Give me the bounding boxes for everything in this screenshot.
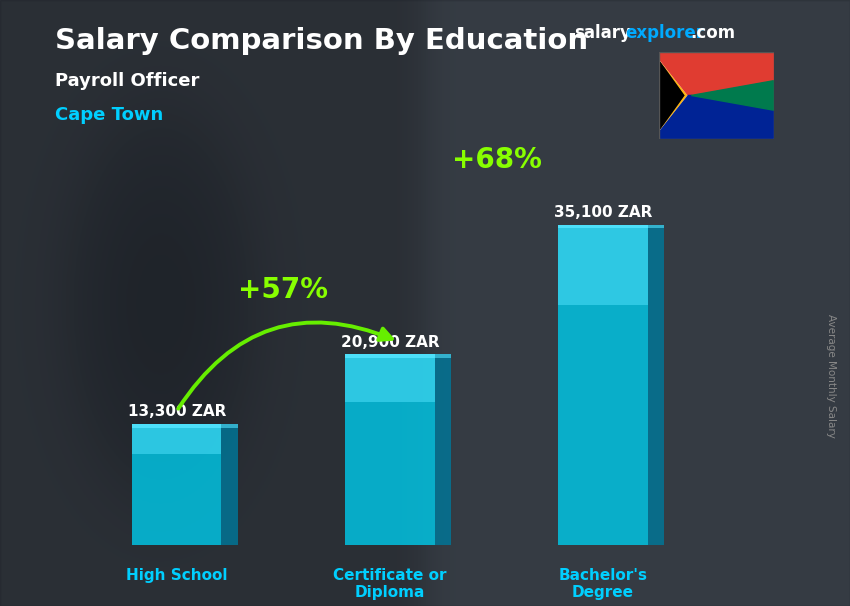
Text: Certificate or
Diploma: Certificate or Diploma [333, 568, 446, 601]
Polygon shape [659, 95, 691, 139]
Text: .com: .com [690, 24, 735, 42]
Text: Payroll Officer: Payroll Officer [55, 72, 200, 90]
Text: +57%: +57% [238, 276, 328, 304]
Text: Salary Comparison By Education: Salary Comparison By Education [55, 27, 588, 55]
Polygon shape [659, 52, 774, 81]
Bar [558, 225, 648, 545]
Bar [222, 424, 238, 545]
Text: Cape Town: Cape Town [55, 106, 163, 124]
Bar [222, 424, 238, 428]
Text: explorer: explorer [625, 24, 704, 42]
Bar [345, 355, 434, 402]
Bar [558, 225, 648, 228]
Bar [434, 355, 451, 358]
Polygon shape [659, 52, 700, 139]
Bar [132, 424, 222, 545]
Bar [345, 355, 434, 545]
Text: salary: salary [574, 24, 631, 42]
Polygon shape [659, 95, 774, 139]
Polygon shape [659, 81, 774, 110]
Polygon shape [659, 52, 774, 95]
Text: +68%: +68% [451, 147, 541, 175]
Text: High School: High School [126, 568, 228, 583]
Text: Bachelor's
Degree: Bachelor's Degree [558, 568, 648, 601]
Text: Average Monthly Salary: Average Monthly Salary [826, 314, 836, 438]
Polygon shape [659, 52, 691, 139]
Polygon shape [659, 52, 688, 139]
Bar [648, 225, 664, 228]
Bar [132, 424, 222, 428]
Bar [345, 355, 434, 358]
Polygon shape [659, 52, 691, 95]
Text: 35,100 ZAR: 35,100 ZAR [554, 205, 652, 220]
Text: 20,900 ZAR: 20,900 ZAR [341, 335, 439, 350]
Text: 13,300 ZAR: 13,300 ZAR [128, 404, 226, 419]
Bar [648, 225, 664, 545]
Polygon shape [691, 81, 774, 110]
Polygon shape [659, 110, 774, 139]
Bar [132, 424, 222, 454]
Bar [558, 225, 648, 305]
Bar [434, 355, 451, 545]
